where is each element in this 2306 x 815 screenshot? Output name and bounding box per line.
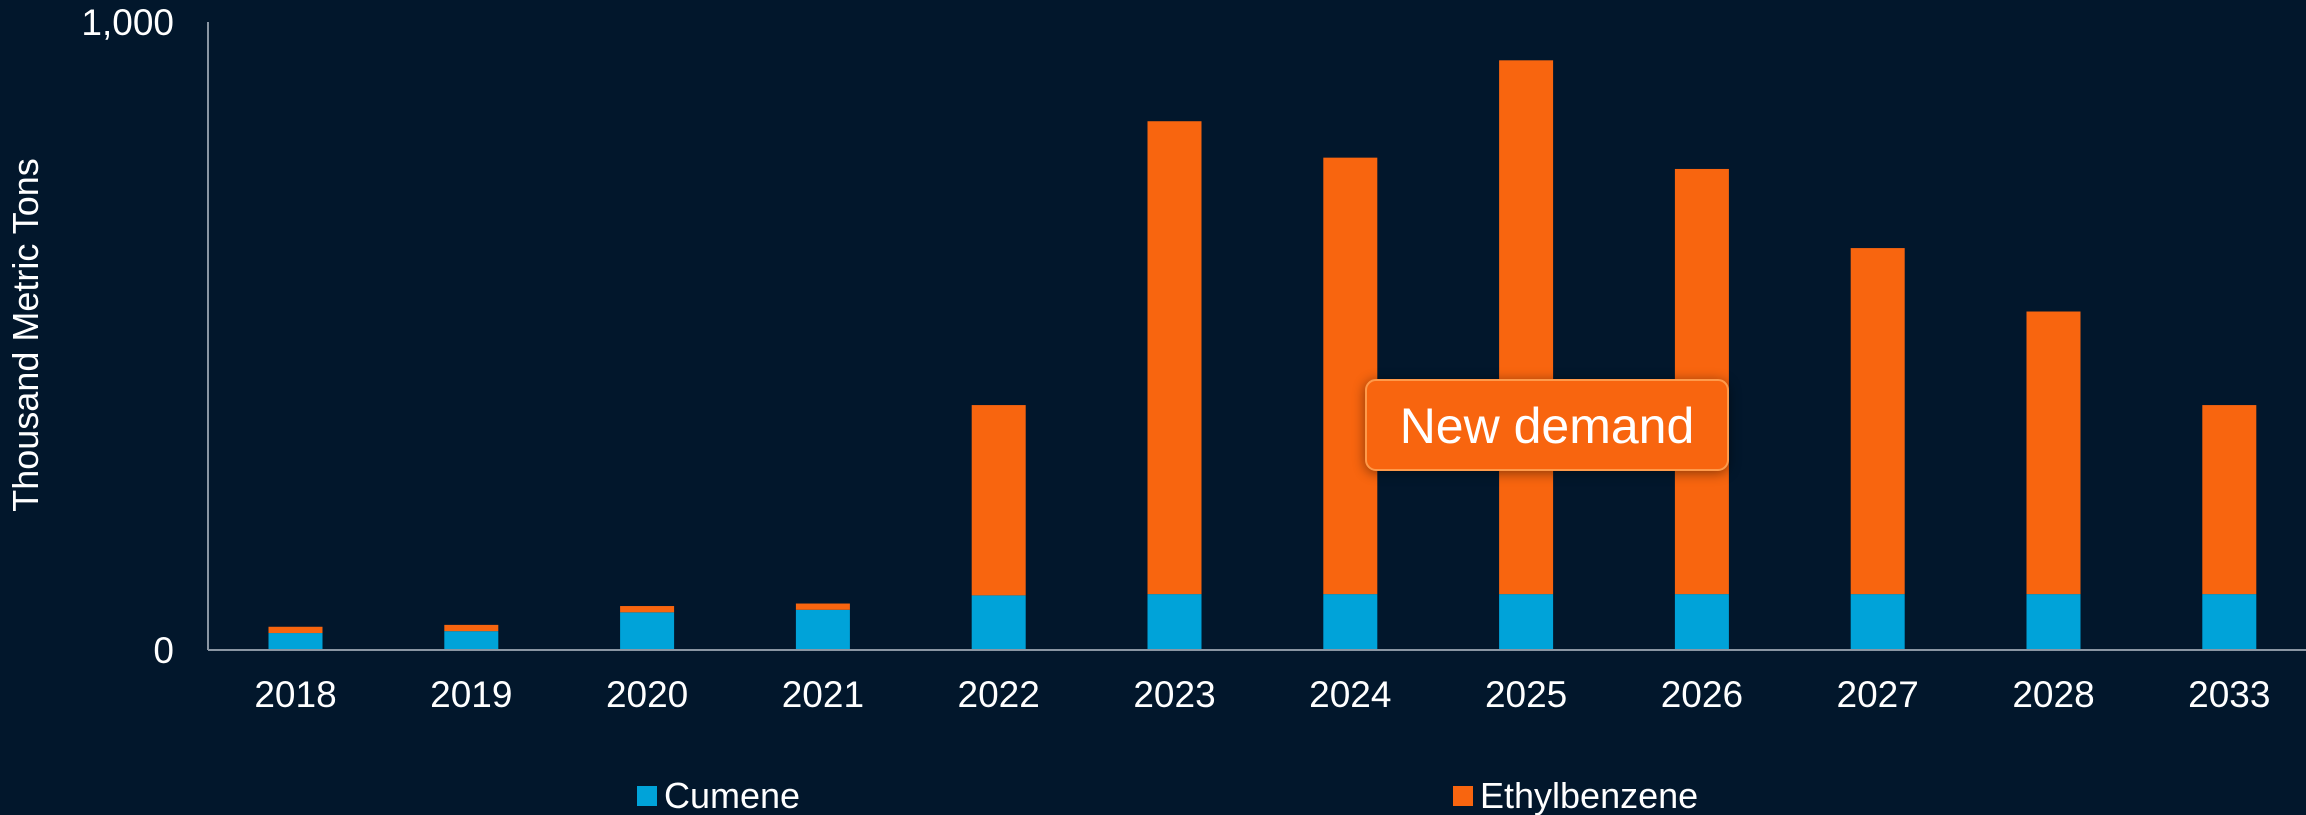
x-tick-label: 2026: [1661, 674, 1743, 715]
bar-cumene-2023: [1147, 594, 1202, 650]
y-tick-label: 0: [153, 630, 174, 671]
bar-ethylbenzene-2025: [1499, 60, 1554, 595]
bar-cumene-2027: [1850, 594, 1905, 650]
annotation-box: [1365, 379, 1729, 471]
x-tick-label: 2023: [1133, 674, 1215, 715]
bar-series: [268, 60, 2257, 650]
bar-cumene-2025: [1499, 594, 1554, 650]
y-tick-label: 1,000: [81, 2, 174, 43]
x-tick-label: 2018: [254, 674, 336, 715]
bar-cumene-2033: [2202, 594, 2257, 650]
x-tick-label: 2025: [1485, 674, 1567, 715]
bar-ethylbenzene-2028: [2026, 311, 2081, 595]
legend-swatch-cumene: [637, 786, 657, 806]
x-tick-labels: 2018 2019 2020 2021 2022 2023 2024 2025 2026 2027…: [254, 674, 2270, 715]
bar-ethylbenzene-2018: [268, 626, 323, 634]
bar-cumene-2022: [971, 595, 1026, 650]
bar-ethylbenzene-2027: [1850, 248, 1905, 595]
annotation-callout: New demand: [1365, 379, 1729, 471]
legend-label-ethylbenzene: Ethylbenzene: [1480, 775, 1698, 815]
annotation-text: New demand: [1400, 398, 1695, 454]
bar-cumene-2019: [444, 631, 499, 650]
legend-item-cumene: Cumene: [637, 775, 800, 815]
legend-swatch-ethylbenzene: [1453, 786, 1473, 806]
y-tick-labels: 0 1,000: [81, 2, 174, 671]
bar-ethylbenzene-2022: [971, 405, 1026, 596]
x-tick-label: 2021: [782, 674, 864, 715]
bar-cumene-2021: [795, 609, 850, 650]
legend-label-cumene: Cumene: [664, 775, 800, 815]
bar-cumene-2026: [1674, 594, 1729, 650]
legend: Cumene Ethylbenzene: [637, 775, 1698, 815]
x-tick-label: 2022: [958, 674, 1040, 715]
bar-ethylbenzene-2024: [1323, 157, 1378, 595]
bar-ethylbenzene-2033: [2202, 405, 2257, 595]
legend-item-ethylbenzene: Ethylbenzene: [1453, 775, 1698, 815]
y-axis-label: Thousand Metric Tons: [5, 158, 46, 512]
bar-cumene-2018: [268, 633, 323, 650]
bar-ethylbenzene-2023: [1147, 121, 1202, 595]
x-tick-label: 2033: [2188, 674, 2270, 715]
bar-cumene-2024: [1323, 594, 1378, 650]
bar-ethylbenzene-2019: [444, 624, 499, 632]
x-tick-label: 2020: [606, 674, 688, 715]
bar-ethylbenzene-2021: [795, 603, 850, 610]
x-tick-label: 2027: [1837, 674, 1919, 715]
x-tick-label: 2019: [430, 674, 512, 715]
x-tick-label: 2024: [1309, 674, 1391, 715]
bar-cumene-2028: [2026, 594, 2081, 650]
x-tick-label: 2028: [2012, 674, 2094, 715]
bar-cumene-2020: [620, 612, 675, 650]
bar-ethylbenzene-2020: [620, 606, 675, 613]
